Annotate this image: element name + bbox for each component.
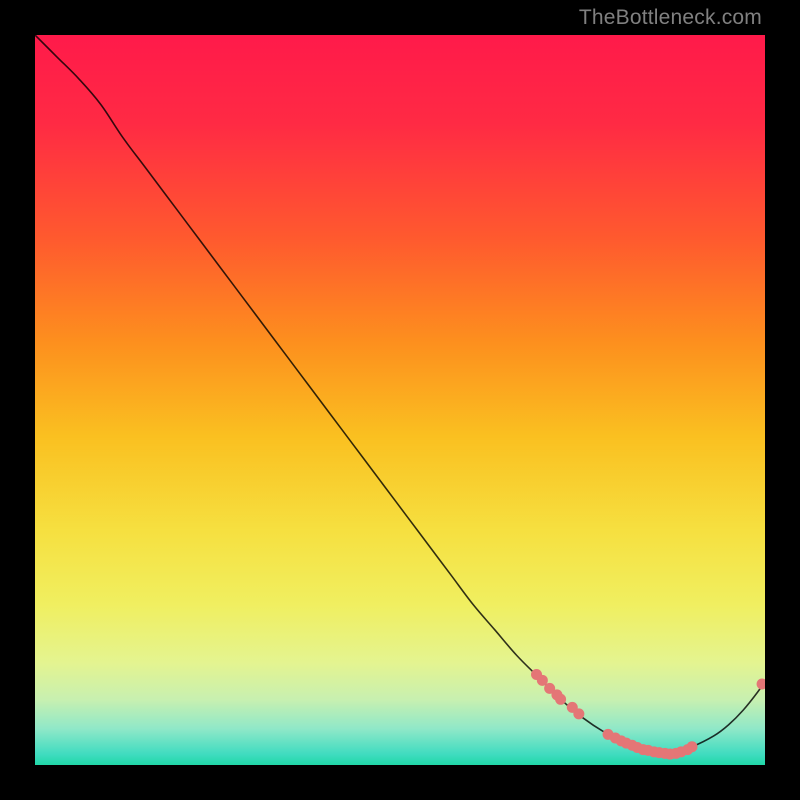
data-point (687, 741, 698, 752)
data-markers (531, 669, 765, 760)
watermark-text: TheBottleneck.com (579, 6, 762, 30)
data-point (757, 678, 765, 689)
bottleneck-curve (35, 35, 765, 754)
curve-line (35, 35, 765, 754)
data-point (555, 694, 566, 705)
data-point (573, 708, 584, 719)
chart-overlay (35, 35, 765, 765)
